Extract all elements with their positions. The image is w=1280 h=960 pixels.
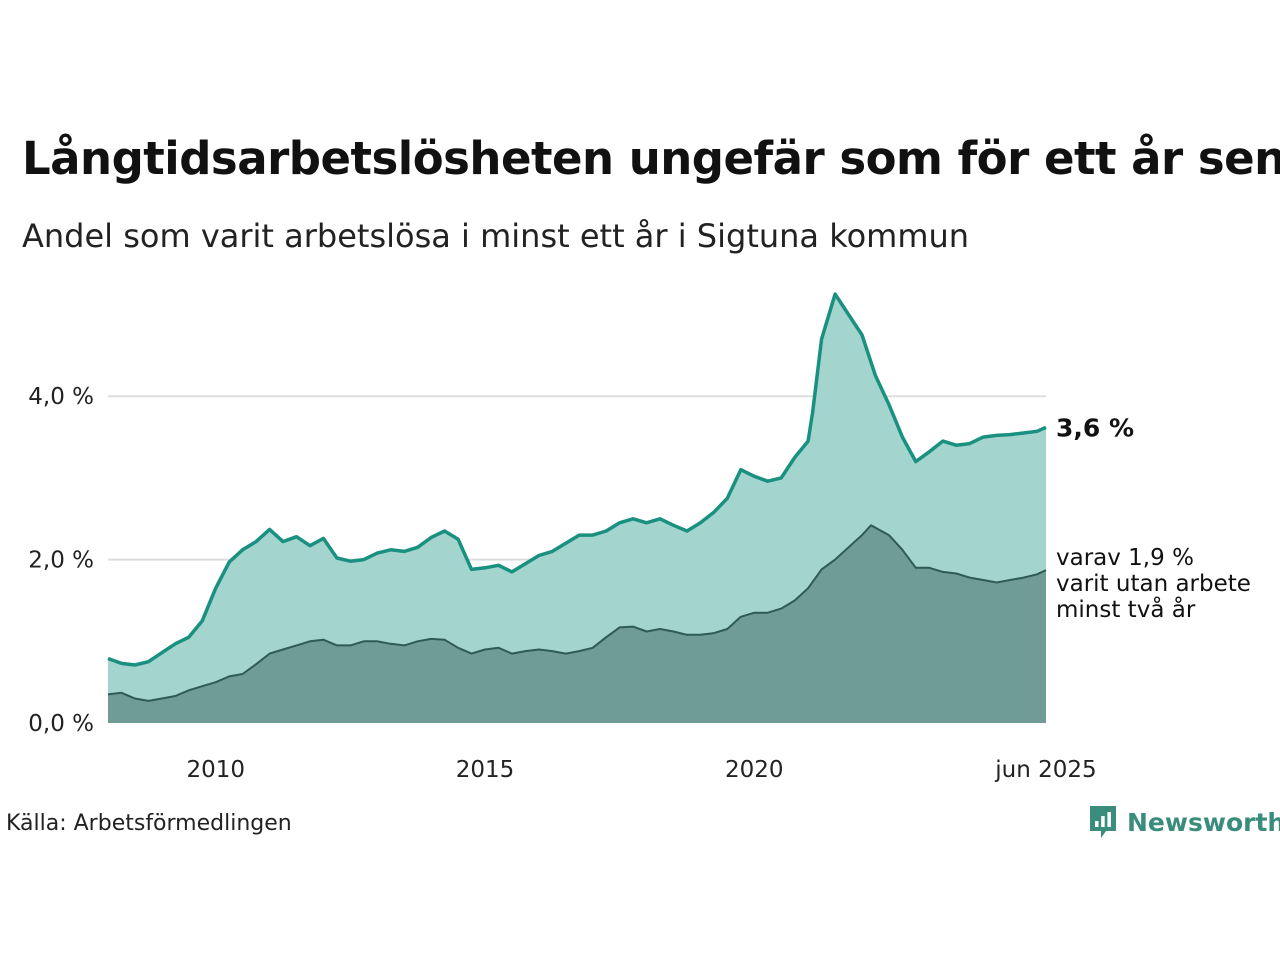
chart-areas: [108, 294, 1046, 723]
y-tick-label: 2,0 %: [28, 548, 94, 574]
y-tick-label: 4,0 %: [28, 384, 94, 410]
x-axis-ticks: 2010 2015 2020 jun 2025: [186, 757, 1096, 783]
x-tick-label: jun 2025: [994, 757, 1096, 783]
line-total: [107, 292, 1047, 667]
line-two_years: [107, 524, 1047, 702]
chart-lines: [107, 292, 1047, 702]
source-note: Källa: Arbetsförmedlingen: [6, 811, 292, 836]
y-tick-label: 0,0 %: [28, 711, 94, 737]
subseries-label-line: varit utan arbete: [1056, 571, 1251, 597]
end-value-label: 3,6 %: [1056, 413, 1134, 442]
y-axis-ticks: 0,0 % 2,0 % 4,0 %: [28, 384, 94, 737]
chart-title: Långtidsarbetslösheten ungefär som för e…: [22, 132, 1280, 185]
subseries-label-line: minst två år: [1056, 595, 1196, 623]
newsworthy-logo-icon: [1090, 806, 1116, 838]
x-tick-label: 2020: [725, 757, 784, 783]
area-two_years: [108, 525, 1046, 723]
x-tick-label: 2015: [456, 757, 515, 783]
x-tick-label: 2010: [186, 757, 245, 783]
newsworthy-logo[interactable]: Newsworthy: [1088, 804, 1280, 840]
subseries-label-line: varav 1,9 %: [1056, 545, 1194, 571]
chart-subtitle: Andel som varit arbetslösa i minst ett å…: [22, 217, 970, 255]
newsworthy-logo-text: Newsworthy: [1127, 807, 1280, 837]
